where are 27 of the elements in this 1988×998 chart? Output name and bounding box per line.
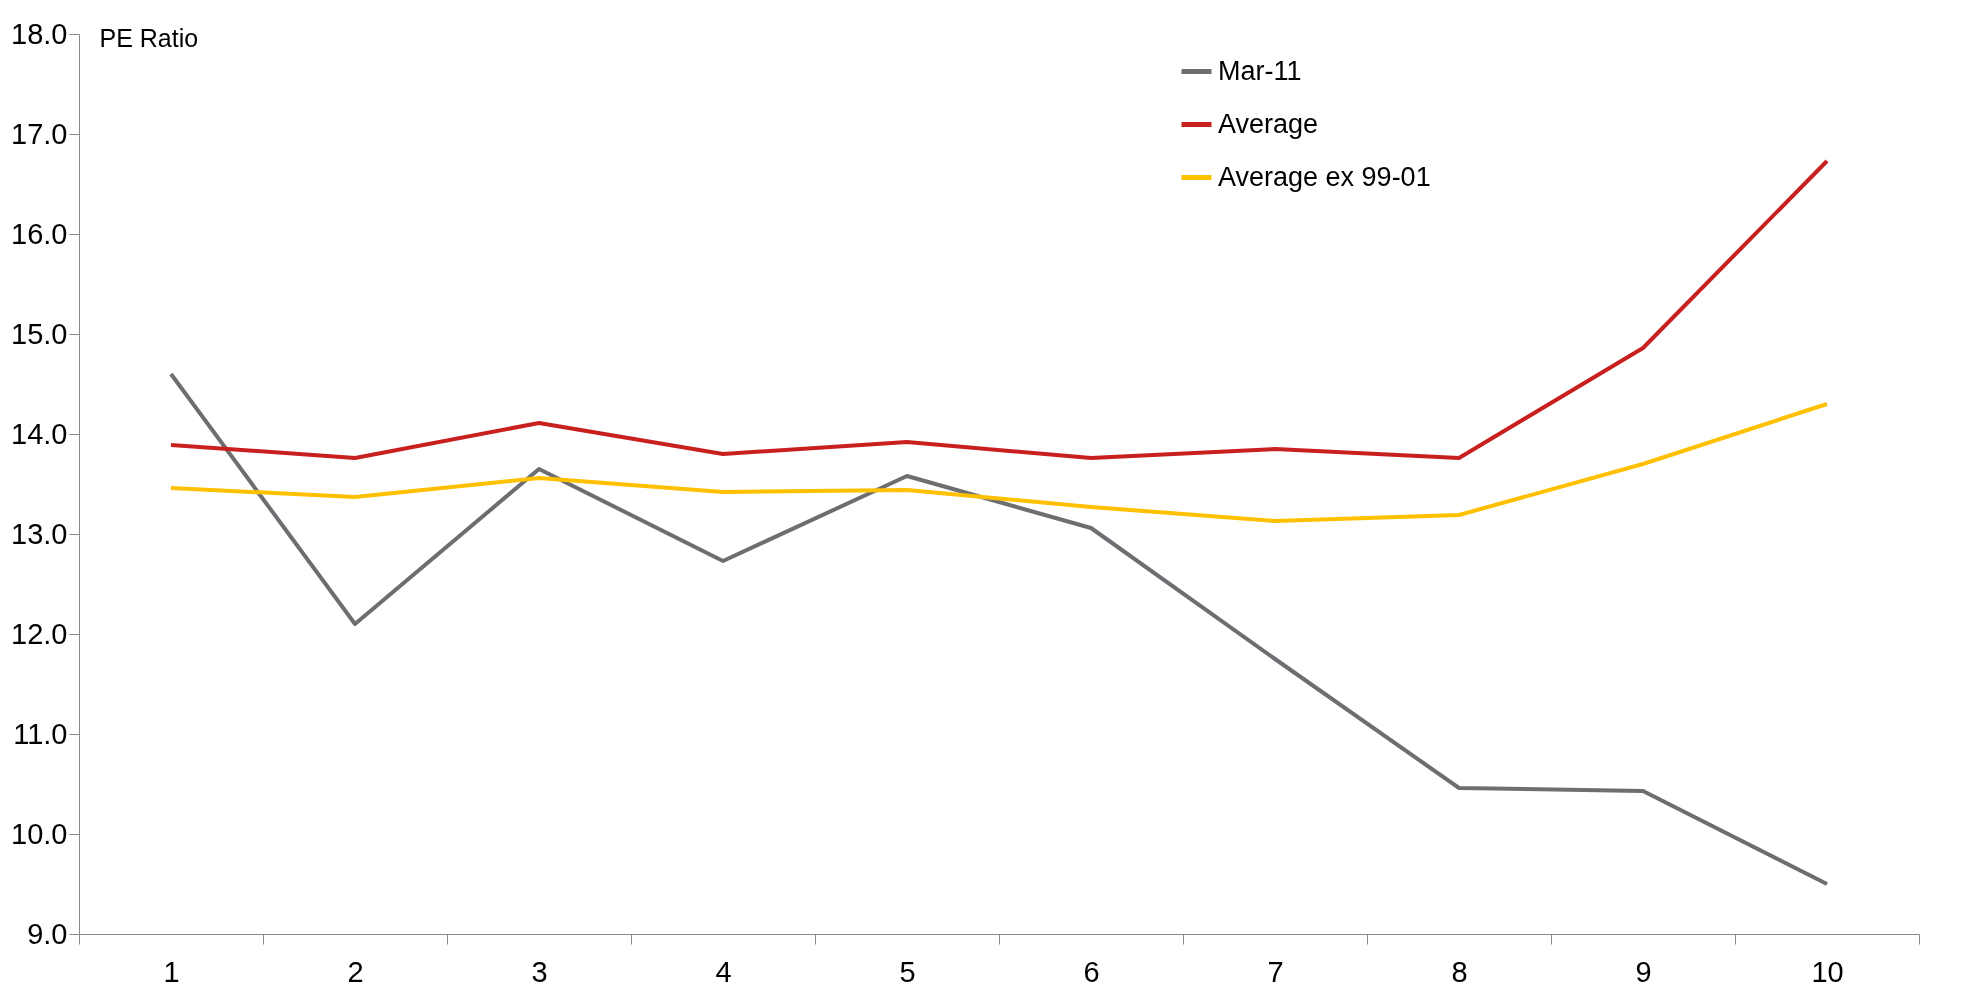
y-tick-label: 17.0 — [11, 117, 68, 150]
x-tick-label: 5 — [899, 955, 916, 988]
x-tick-label: 4 — [715, 955, 732, 988]
x-tick-label: 3 — [531, 955, 548, 988]
y-tick-label: 18.0 — [11, 17, 68, 50]
x-tick-label: 9 — [1635, 955, 1652, 988]
y-tick-label: 15.0 — [11, 317, 68, 350]
x-tick-label: 7 — [1267, 955, 1284, 988]
x-tick-label: 10 — [1811, 955, 1844, 988]
legend-label: Average — [1218, 108, 1319, 139]
y-axis-title: PE Ratio — [99, 23, 199, 52]
line-series — [169, 372, 1829, 886]
y-tick-label: 10.0 — [11, 817, 68, 850]
y-tick-label: 14.0 — [11, 417, 68, 450]
y-tick-label: 13.0 — [11, 517, 68, 550]
y-tick-label: 12.0 — [11, 617, 68, 650]
x-tick-label: 2 — [347, 955, 364, 988]
legend-label: Average ex 99-01 — [1218, 161, 1431, 192]
legend-label: Mar-11 — [1218, 55, 1302, 86]
y-tick-label: 16.0 — [11, 217, 68, 250]
x-tick-label: 8 — [1451, 955, 1468, 988]
x-tick-label: 1 — [163, 955, 180, 988]
y-tick-label: 9.0 — [27, 917, 68, 950]
line-series — [169, 402, 1829, 523]
line-series — [169, 159, 1829, 460]
x-tick-label: 6 — [1083, 955, 1100, 988]
y-tick-label: 11.0 — [13, 717, 68, 750]
